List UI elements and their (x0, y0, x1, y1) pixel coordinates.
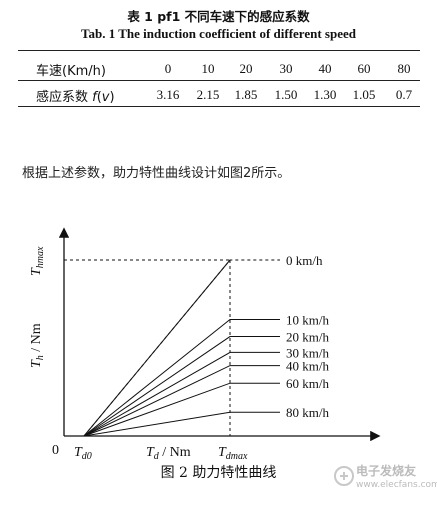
series-label: 20 km/h (286, 330, 329, 345)
y-tick-thmax: Thmax (29, 246, 46, 276)
table-mid-rule (18, 80, 420, 81)
speed-cell: 20 (239, 61, 253, 76)
series-line-0kmh-ramp (83, 259, 231, 437)
series-label: 0 km/h (286, 253, 323, 268)
figure-caption: 图 2 助力特性曲线 (160, 465, 277, 481)
table-bottom-rule (18, 106, 420, 107)
y-axis-label: Th / Nm (29, 323, 46, 368)
speed-cell: 30 (279, 61, 293, 76)
coefficient-cell: 0.7 (395, 87, 413, 102)
series-line-40km-h (83, 365, 280, 437)
series-line-80km-h (83, 411, 280, 437)
body-paragraph: 根据上述参数，助力特性曲线设计如图2所示。 (22, 166, 291, 181)
speed-cell: 40 (318, 61, 332, 76)
series-line-30km-h (83, 351, 280, 437)
series-line-10km-h (83, 318, 280, 437)
series-line-20km-h (83, 336, 280, 437)
x-tick-tdmax: Tdmax (218, 445, 248, 462)
coefficient-cell: 1.85 (234, 87, 258, 102)
speed-cell: 0 (164, 61, 172, 76)
table-title-cn: 表 1 pf1 不同车速下的感应系数 (127, 9, 310, 24)
series-label: 80 km/h (286, 405, 329, 420)
x-axis-label: Td / Nm (146, 445, 191, 462)
coefficient-cell: 1.05 (352, 87, 376, 102)
table-title-en: Tab. 1 The induction coefficient of diff… (81, 26, 356, 41)
speed-cell: 80 (397, 61, 411, 76)
speed-cell: 10 (201, 61, 215, 76)
speed-cell: 60 (357, 61, 371, 76)
coefficient-cell: 1.30 (313, 87, 337, 102)
elecfans-logo (334, 466, 354, 486)
series-label: 60 km/h (286, 376, 329, 391)
series-line-0km-h (83, 259, 280, 437)
watermark-text: 电子发烧友 (356, 464, 417, 478)
series-line-60km-h (83, 382, 280, 437)
watermark-url: www.elecfans.com (356, 480, 437, 490)
x-tick-td0: Td0 (74, 445, 92, 462)
row-label-speed: 车速(Km/h) (36, 64, 106, 79)
series-label: 40 km/h (286, 359, 329, 374)
row-label-coefficient: 感应系数 f(v) (36, 90, 115, 105)
table-top-rule (18, 50, 420, 51)
origin-label: 0 (52, 443, 59, 458)
series-label: 10 km/h (286, 312, 329, 327)
coefficient-cell: 1.50 (274, 87, 298, 102)
series-label: 30 km/h (286, 345, 329, 360)
coefficient-cell: 3.16 (156, 87, 180, 102)
coefficient-cell: 2.15 (196, 87, 220, 102)
